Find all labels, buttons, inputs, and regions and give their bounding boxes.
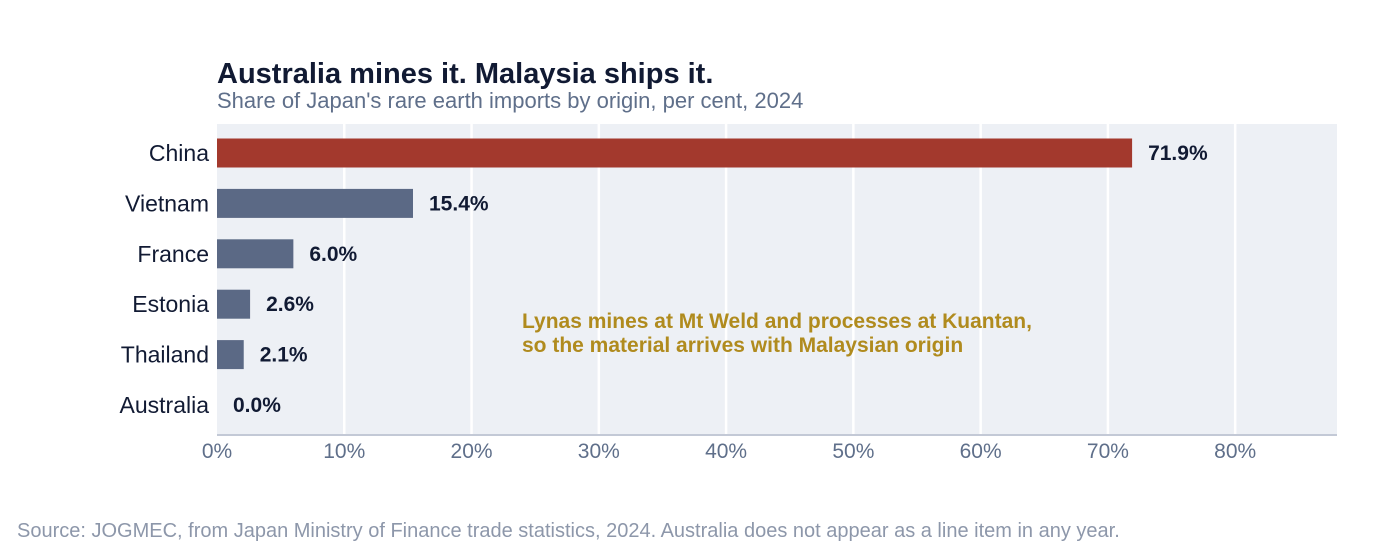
- data-label: 0.0%: [233, 394, 281, 417]
- category-label: Thailand: [121, 342, 209, 368]
- x-tick-label: 20%: [451, 440, 493, 463]
- grid-lines: [343, 124, 1237, 435]
- data-label: 2.6%: [266, 293, 314, 316]
- data-label: 15.4%: [429, 192, 489, 215]
- bar-vietnam: [217, 188, 413, 218]
- bar-china: [217, 138, 1133, 168]
- x-tick-label: 10%: [323, 440, 365, 463]
- category-label: France: [137, 241, 209, 267]
- source-note: Source: JOGMEC, from Japan Ministry of F…: [17, 520, 1120, 542]
- category-labels: China Vietnam France Estonia Thailand Austral…: [120, 140, 210, 418]
- plot-background: [217, 124, 1337, 435]
- bars: [217, 138, 1133, 370]
- x-tick-label: 70%: [1087, 440, 1129, 463]
- x-tick-labels: 0% 10% 20% 30% 40% 50% 60% 70% 80%: [202, 440, 1256, 463]
- data-label: 2.1%: [260, 344, 308, 367]
- x-tick-label: 50%: [832, 440, 874, 463]
- bar-thailand: [217, 340, 244, 370]
- category-label: China: [149, 140, 209, 166]
- annotation-line-2: so the material arrives with Malaysian o…: [522, 334, 963, 357]
- chart-title: Australia mines it. Malaysia ships it.: [217, 58, 713, 90]
- data-label: 6.0%: [309, 243, 357, 266]
- category-label: Australia: [120, 392, 210, 418]
- x-tick-label: 40%: [705, 440, 747, 463]
- data-labels: 71.9% 15.4% 6.0% 2.6% 2.1% 0.0%: [233, 142, 1208, 417]
- category-label: Vietnam: [125, 190, 209, 216]
- x-tick-label: 30%: [578, 440, 620, 463]
- bar-estonia: [217, 289, 251, 319]
- annotation-line-1: Lynas mines at Mt Weld and processes at …: [522, 310, 1032, 333]
- data-label: 71.9%: [1148, 142, 1208, 165]
- category-label: Estonia: [132, 291, 209, 317]
- x-tick-label: 0%: [202, 440, 232, 463]
- chart-subtitle: Share of Japan's rare earth imports by o…: [217, 88, 803, 113]
- x-tick-label: 80%: [1214, 440, 1256, 463]
- x-tick-label: 60%: [960, 440, 1002, 463]
- bar-france: [217, 239, 294, 269]
